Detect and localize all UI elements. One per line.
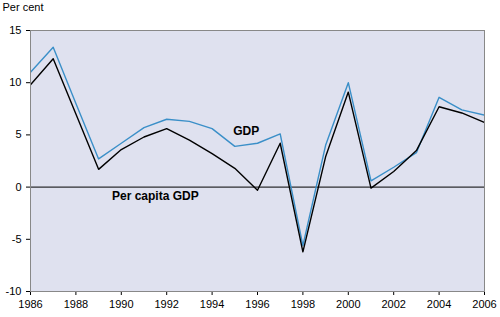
svg-text:Per capita GDP: Per capita GDP: [112, 189, 199, 203]
svg-text:0: 0: [15, 181, 21, 193]
svg-text:1994: 1994: [200, 298, 224, 310]
svg-text:-5: -5: [12, 233, 22, 245]
svg-text:2002: 2002: [381, 298, 405, 310]
svg-text:2004: 2004: [427, 298, 451, 310]
svg-text:1996: 1996: [245, 298, 269, 310]
svg-text:2000: 2000: [336, 298, 360, 310]
svg-text:1992: 1992: [154, 298, 178, 310]
svg-text:-10: -10: [6, 285, 22, 297]
svg-text:2006: 2006: [472, 298, 496, 310]
svg-text:1986: 1986: [18, 298, 42, 310]
svg-text:5: 5: [15, 128, 21, 140]
svg-text:1998: 1998: [291, 298, 315, 310]
svg-text:GDP: GDP: [233, 124, 259, 138]
svg-text:1988: 1988: [64, 298, 88, 310]
svg-text:10: 10: [9, 76, 21, 88]
svg-text:Per cent: Per cent: [3, 1, 44, 13]
svg-text:15: 15: [9, 24, 21, 36]
svg-text:1990: 1990: [109, 298, 133, 310]
